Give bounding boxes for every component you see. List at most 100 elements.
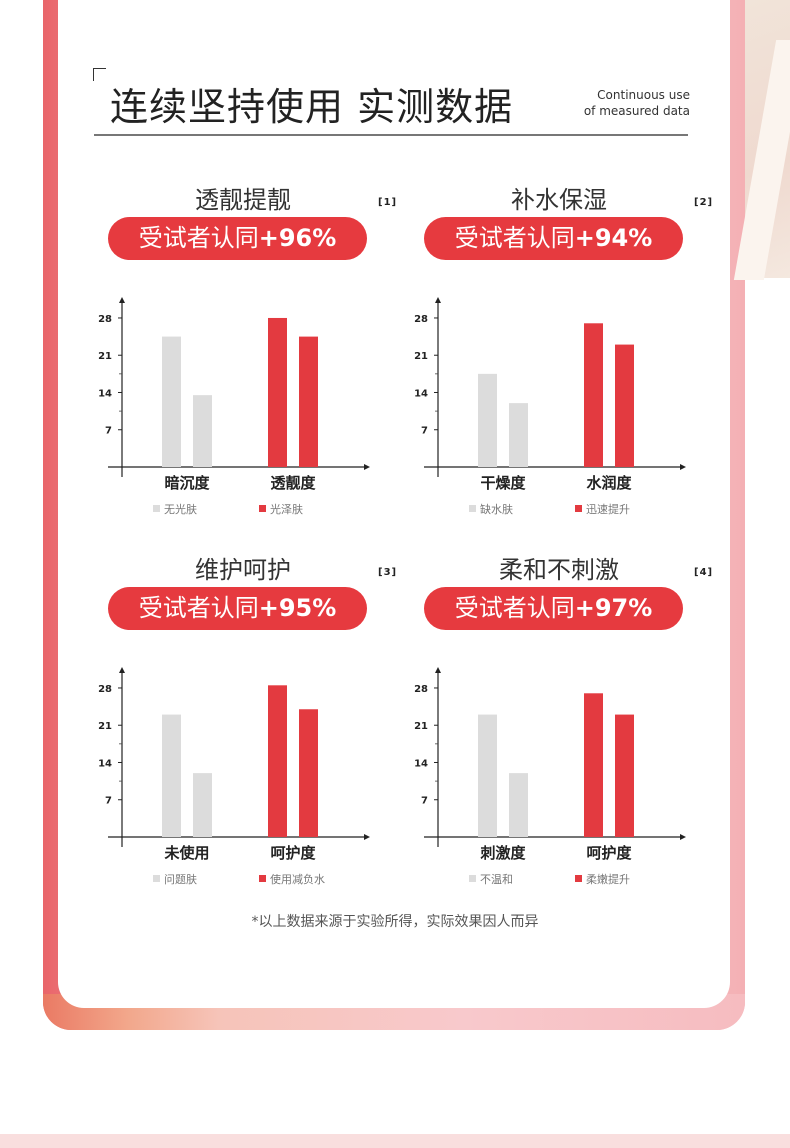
x-category-label: 呵护度 bbox=[586, 844, 632, 862]
y-tick-label: 14 bbox=[98, 388, 112, 399]
bar bbox=[268, 685, 287, 837]
y-tick-label: 28 bbox=[98, 684, 112, 695]
y-tick-label: 21 bbox=[414, 351, 428, 362]
legend-label: 柔嫩提升 bbox=[586, 872, 630, 886]
approval-value: +97% bbox=[574, 594, 653, 622]
x-axis-arrow bbox=[364, 464, 370, 470]
y-axis-arrow bbox=[435, 667, 441, 673]
y-tick-label: 28 bbox=[414, 314, 428, 325]
bar bbox=[509, 403, 528, 467]
chart-panel-3: 维护呵护 [3] 受试者认同+95% 28 21 14 7 未使用问题肤 呵护度使用减负水 bbox=[98, 370, 438, 886]
y-tick-label: 7 bbox=[421, 426, 428, 437]
chart-title: 柔和不刺激 bbox=[499, 556, 619, 584]
legend-swatch bbox=[153, 505, 160, 512]
bottom-strip bbox=[0, 1134, 790, 1148]
bar bbox=[299, 336, 318, 467]
y-tick-label: 7 bbox=[105, 426, 112, 437]
approval-badge: 受试者认同+97% bbox=[424, 587, 683, 630]
y-tick-label: 28 bbox=[414, 684, 428, 695]
approval-label: 受试者认同 bbox=[138, 224, 259, 252]
legend-label: 光泽肤 bbox=[270, 502, 303, 516]
bar bbox=[615, 344, 634, 467]
bar bbox=[584, 693, 603, 837]
chart-panel-2: 补水保湿 [2] 受试者认同+94% 28 21 14 7 干燥度缺水肤 水润度迅速提升 bbox=[414, 0, 754, 516]
x-category-label: 呵护度 bbox=[270, 844, 316, 862]
y-tick-label: 28 bbox=[98, 314, 112, 325]
legend-label: 不温和 bbox=[480, 873, 513, 886]
english-subtitle-line1: Continuous use bbox=[597, 88, 690, 102]
english-subtitle: Continuous use of measured data bbox=[584, 87, 690, 119]
x-category-label: 干燥度 bbox=[480, 474, 526, 492]
bar bbox=[478, 373, 497, 467]
y-axis-arrow bbox=[119, 297, 125, 303]
approval-value: +94% bbox=[574, 224, 653, 252]
chart-reference: [3] bbox=[378, 567, 398, 578]
legend-label: 迅速提升 bbox=[586, 503, 630, 516]
x-category-label: 透靓度 bbox=[270, 474, 316, 492]
legend-label: 无光肤 bbox=[164, 502, 197, 516]
y-tick-label: 14 bbox=[98, 758, 112, 769]
y-axis-arrow bbox=[435, 297, 441, 303]
footnote: *以上数据来源于实验所得，实际效果因人而异 bbox=[251, 914, 539, 930]
x-category-label: 暗沉度 bbox=[164, 474, 210, 492]
chart-reference: [4] bbox=[694, 567, 714, 578]
title-corner-mark bbox=[93, 68, 106, 81]
legend-swatch bbox=[575, 875, 582, 882]
bar bbox=[193, 395, 212, 467]
chart-title: 透靓提靓 bbox=[195, 186, 291, 214]
legend-label: 问题肤 bbox=[164, 872, 197, 886]
y-tick-label: 21 bbox=[98, 351, 112, 362]
bar bbox=[584, 323, 603, 467]
approval-value: +96% bbox=[258, 224, 337, 252]
y-tick-label: 7 bbox=[105, 796, 112, 807]
content-card bbox=[58, 0, 730, 1008]
chart-reference: [1] bbox=[378, 197, 398, 208]
y-tick-label: 7 bbox=[421, 796, 428, 807]
chart-reference: [2] bbox=[694, 197, 714, 208]
bar bbox=[615, 714, 634, 837]
chart-panel-4: 柔和不刺激 [4] 受试者认同+97% 28 21 14 7 刺激度 不温和 呵护度 柔嫩提升 bbox=[414, 370, 754, 886]
legend-swatch bbox=[575, 505, 582, 512]
x-axis-arrow bbox=[680, 464, 686, 470]
bar bbox=[193, 773, 212, 837]
background-decoration bbox=[745, 0, 790, 278]
legend-swatch bbox=[259, 505, 266, 512]
x-category-label: 刺激度 bbox=[480, 844, 526, 862]
approval-label: 受试者认同 bbox=[454, 594, 575, 622]
legend-label: 使用减负水 bbox=[270, 872, 325, 886]
approval-badge: 受试者认同+94% bbox=[424, 217, 683, 260]
bar bbox=[268, 317, 287, 467]
legend-swatch bbox=[153, 875, 160, 882]
x-category-label: 水润度 bbox=[586, 474, 632, 492]
page-title: 连续坚持使用 实测数据 bbox=[110, 85, 514, 129]
bar bbox=[478, 714, 497, 837]
chart-title: 补水保湿 bbox=[511, 186, 607, 214]
y-tick-label: 14 bbox=[414, 758, 428, 769]
chart-title: 维护呵护 bbox=[195, 556, 291, 584]
legend-swatch bbox=[259, 875, 266, 882]
x-axis-arrow bbox=[364, 834, 370, 840]
legend-label: 缺水肤 bbox=[480, 502, 513, 516]
approval-label: 受试者认同 bbox=[454, 224, 575, 252]
y-tick-label: 21 bbox=[98, 721, 112, 732]
approval-value: +95% bbox=[258, 594, 337, 622]
approval-badge: 受试者认同+95% bbox=[108, 587, 367, 630]
bar bbox=[509, 773, 528, 837]
english-subtitle-line2: of measured data bbox=[583, 104, 690, 118]
approval-label: 受试者认同 bbox=[138, 594, 259, 622]
y-axis-arrow bbox=[119, 667, 125, 673]
approval-badge: 受试者认同+96% bbox=[108, 217, 367, 260]
x-category-label: 未使用 bbox=[163, 844, 209, 862]
bar bbox=[162, 336, 181, 467]
bar bbox=[299, 709, 318, 837]
x-axis-arrow bbox=[680, 834, 686, 840]
chart-panel-1: 透靓提靓 [1] 受试者认同+96% 28 21 14 7 暗沉度无光肤 透靓度光泽肤 bbox=[98, 0, 438, 516]
legend-swatch bbox=[469, 875, 476, 882]
legend-swatch bbox=[469, 505, 476, 512]
bar bbox=[162, 714, 181, 837]
y-tick-label: 14 bbox=[414, 388, 428, 399]
